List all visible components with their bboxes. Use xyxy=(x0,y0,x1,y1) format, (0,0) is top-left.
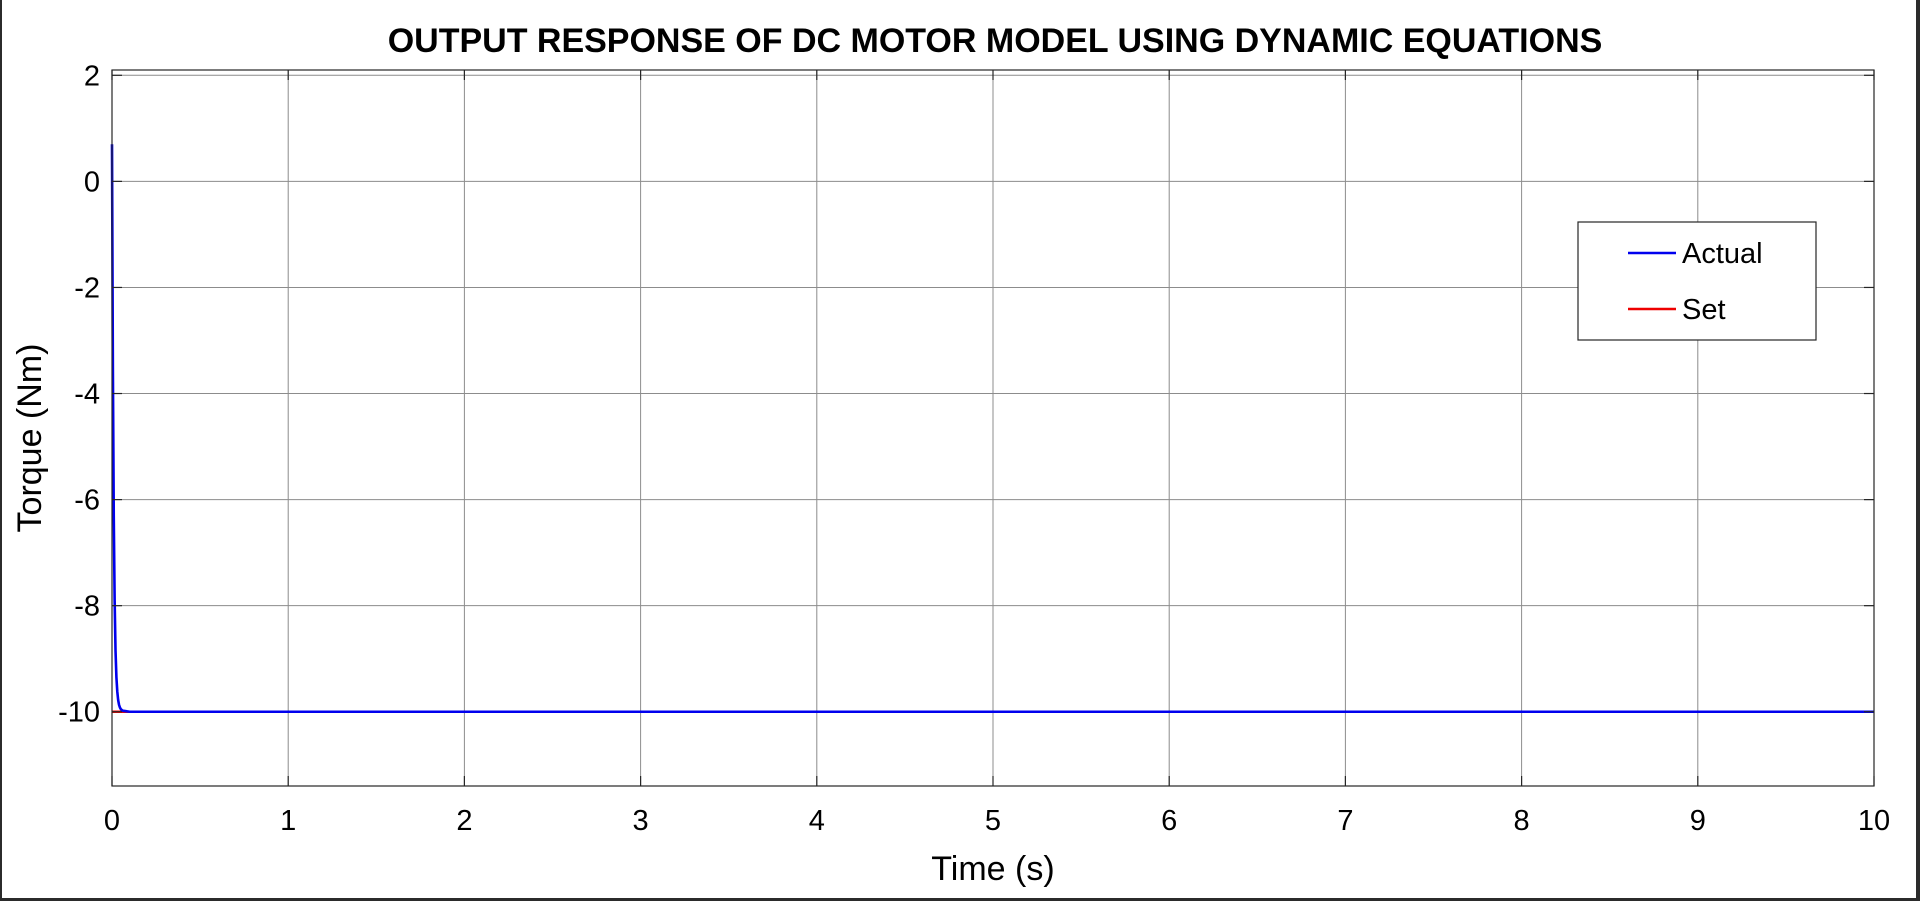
legend-label-actual: Actual xyxy=(1682,238,1763,270)
grid-lines xyxy=(111,70,1875,786)
y-tick-labels: 2 0 -2 -4 -6 -8 -10 xyxy=(58,60,100,728)
axis-ticks xyxy=(111,70,1875,786)
y-tick-label: -10 xyxy=(58,697,100,729)
y-tick-label: -4 xyxy=(74,379,100,411)
y-tick-label: -8 xyxy=(74,591,100,623)
x-tick-label: 3 xyxy=(633,805,649,837)
y-tick-label: 0 xyxy=(84,166,100,198)
chart-title: OUTPUT RESPONSE OF DC MOTOR MODEL USING … xyxy=(388,22,1603,60)
legend: Actual Set xyxy=(1577,221,1817,341)
x-tick-label: 6 xyxy=(1161,805,1177,837)
x-tick-label: 1 xyxy=(280,805,296,837)
x-tick-label: 9 xyxy=(1690,805,1706,837)
y-tick-label: 2 xyxy=(84,60,100,92)
legend-label-set: Set xyxy=(1682,294,1726,326)
y-tick-label: -2 xyxy=(74,272,100,304)
x-tick-label: 2 xyxy=(456,805,472,837)
x-tick-label: 10 xyxy=(1858,805,1890,837)
y-axis-label: Torque (Nm) xyxy=(11,344,49,533)
x-tick-label: 7 xyxy=(1337,805,1353,837)
series-line-actual xyxy=(110,144,1874,714)
legend-box xyxy=(1577,221,1817,341)
x-tick-labels: 0 1 2 3 4 5 6 7 8 9 10 xyxy=(104,805,1890,837)
x-axis-label: Time (s) xyxy=(931,850,1054,888)
x-tick-label: 0 xyxy=(104,805,120,837)
x-tick-label: 4 xyxy=(809,805,825,837)
series-layer xyxy=(110,144,1874,714)
x-tick-label: 8 xyxy=(1514,805,1530,837)
y-tick-label: -6 xyxy=(74,485,100,517)
x-tick-label: 5 xyxy=(985,805,1001,837)
